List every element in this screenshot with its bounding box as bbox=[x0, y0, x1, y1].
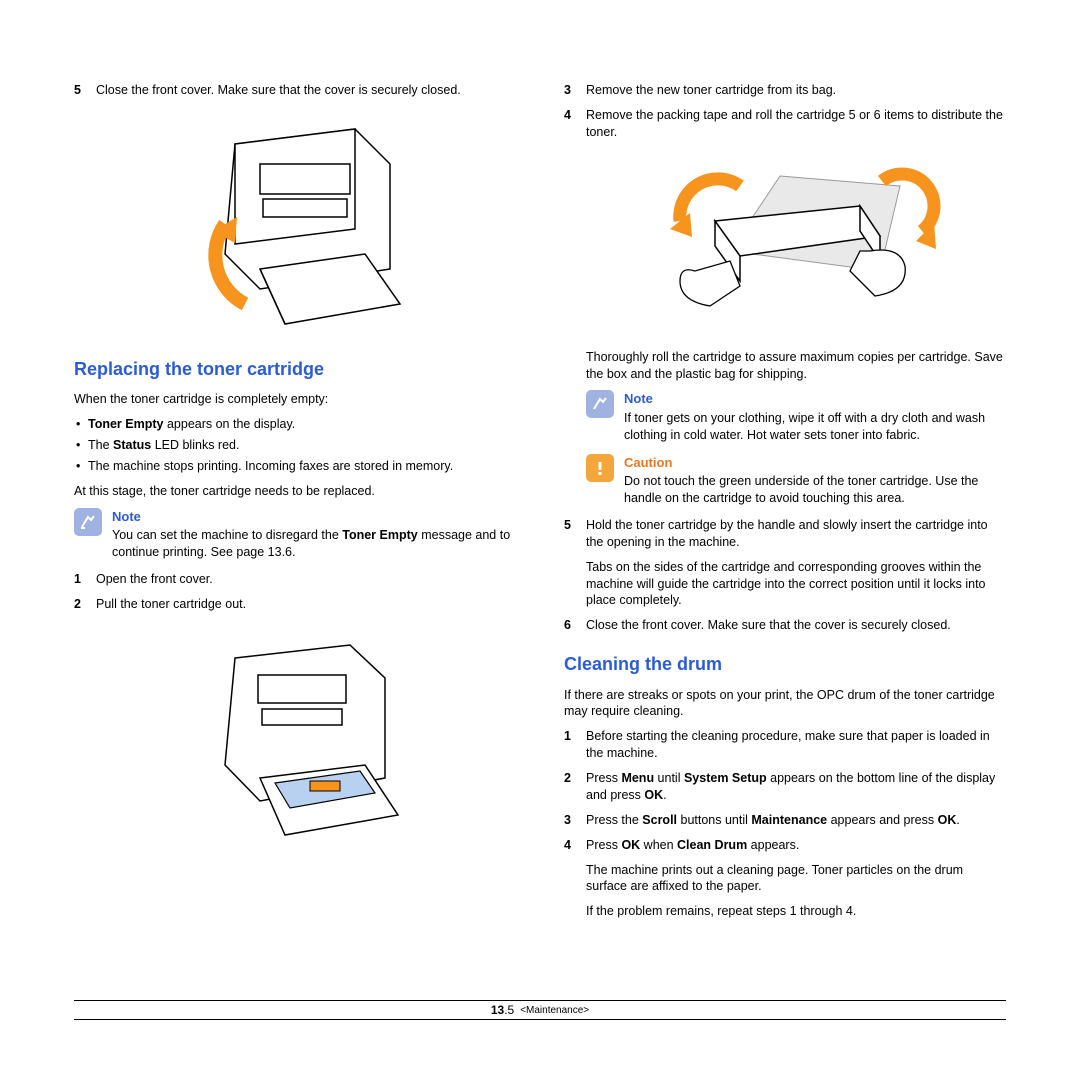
illustration-roll-cartridge bbox=[564, 151, 1006, 331]
note-icon bbox=[74, 508, 102, 536]
note-toner-on-clothing: Note If toner gets on your clothing, wip… bbox=[586, 390, 1006, 443]
right-column: 3 Remove the new toner cartridge from it… bbox=[564, 82, 1006, 928]
illustration-printer-pull-cartridge bbox=[74, 623, 516, 853]
note-text: You can set the machine to disregard the… bbox=[112, 527, 516, 561]
drum-step-4: 4 Press OK when Clean Drum appears. bbox=[564, 837, 1006, 854]
note-text: If toner gets on your clothing, wipe it … bbox=[624, 410, 1006, 444]
right-step-3: 3 Remove the new toner cartridge from it… bbox=[564, 82, 1006, 99]
illustration-printer-close-cover bbox=[74, 109, 516, 339]
right-step-5: 5 Hold the toner cartridge by the handle… bbox=[564, 517, 1006, 551]
heading-cleaning-drum: Cleaning the drum bbox=[564, 652, 1006, 676]
note-label: Note bbox=[624, 390, 1006, 408]
footer-section-label: <Maintenance> bbox=[520, 1005, 589, 1016]
empty-symptom-list: Toner Empty appears on the display. The … bbox=[74, 416, 516, 475]
drum-step-1: 1 Before starting the cleaning procedure… bbox=[564, 728, 1006, 762]
right-step-6: 6 Close the front cover. Make sure that … bbox=[564, 617, 1006, 634]
para-needs-replace: At this stage, the toner cartridge needs… bbox=[74, 483, 516, 500]
drum-step-2: 2 Press Menu until System Setup appears … bbox=[564, 770, 1006, 804]
caution-label: Caution bbox=[624, 454, 1006, 472]
left-step-5: 5 Close the front cover. Make sure that … bbox=[74, 82, 516, 99]
para-thoroughly-roll: Thoroughly roll the cartridge to assure … bbox=[564, 349, 1006, 383]
heading-replacing-toner: Replacing the toner cartridge bbox=[74, 357, 516, 381]
right-step-4: 4 Remove the packing tape and roll the c… bbox=[564, 107, 1006, 141]
bullet-stops-printing: The machine stops printing. Incoming fax… bbox=[74, 458, 516, 475]
para-tabs-grooves: Tabs on the sides of the cartridge and c… bbox=[564, 559, 1006, 610]
left-step-2: 2 Pull the toner cartridge out. bbox=[74, 596, 516, 613]
left-column: 5 Close the front cover. Make sure that … bbox=[74, 82, 516, 928]
caution-green-underside: Caution Do not touch the green underside… bbox=[586, 454, 1006, 507]
page-footer: 13.5 <Maintenance> bbox=[74, 1000, 1006, 1020]
caution-text: Do not touch the green underside of the … bbox=[624, 473, 1006, 507]
note-disregard-toner-empty: Note You can set the machine to disregar… bbox=[74, 508, 516, 561]
bullet-status-led: The Status LED blinks red. bbox=[74, 437, 516, 454]
step-number: 5 bbox=[74, 82, 96, 99]
step-text: Close the front cover. Make sure that th… bbox=[96, 82, 516, 99]
para-when-empty: When the toner cartridge is completely e… bbox=[74, 391, 516, 408]
drum-step-3: 3 Press the Scroll buttons until Mainten… bbox=[564, 812, 1006, 829]
bullet-toner-empty: Toner Empty appears on the display. bbox=[74, 416, 516, 433]
note-icon bbox=[586, 390, 614, 418]
note-label: Note bbox=[112, 508, 516, 526]
caution-icon bbox=[586, 454, 614, 482]
para-prints-cleaning-page: The machine prints out a cleaning page. … bbox=[564, 862, 1006, 896]
para-repeat-steps: If the problem remains, repeat steps 1 t… bbox=[564, 903, 1006, 920]
footer-page-number: 13.5 bbox=[491, 1003, 514, 1017]
para-streaks: If there are streaks or spots on your pr… bbox=[564, 687, 1006, 721]
left-step-1: 1 Open the front cover. bbox=[74, 571, 516, 588]
